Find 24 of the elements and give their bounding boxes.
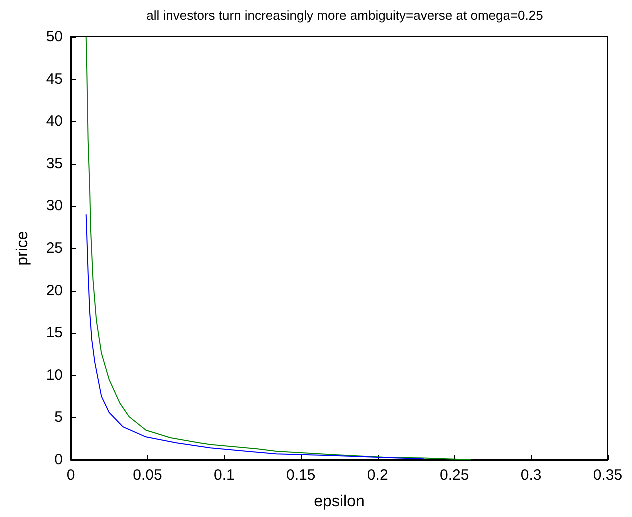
x-tick-label: 0.3 bbox=[520, 467, 542, 484]
x-tick-label: 0.25 bbox=[440, 467, 470, 484]
y-tick-label: 45 bbox=[46, 70, 63, 88]
x-axis-title: epsilon bbox=[314, 494, 365, 510]
y-tick-label: 5 bbox=[54, 409, 63, 426]
line-series bbox=[86, 214, 424, 460]
y-tick-label: 10 bbox=[46, 366, 63, 384]
chart-title: all investors turn increasingly more ambiguity=averse at omega=0.25 bbox=[146, 8, 544, 23]
x-tick-label: 0.05 bbox=[133, 467, 162, 484]
y-tick-label: 50 bbox=[46, 28, 63, 46]
y-tick-label: 30 bbox=[46, 198, 63, 215]
x-tick-label: 0.35 bbox=[593, 467, 623, 484]
x-tick-label: 0.1 bbox=[214, 467, 235, 484]
y-axis-title: price bbox=[14, 231, 32, 266]
x-tick-label: 0 bbox=[66, 467, 76, 484]
y-tick-label: 40 bbox=[46, 113, 63, 130]
x-tick-label: 0.15 bbox=[286, 467, 316, 484]
y-tick-label: 15 bbox=[46, 324, 63, 342]
y-tick-label: 25 bbox=[46, 240, 63, 257]
y-tick-label: 35 bbox=[46, 155, 63, 172]
y-tick-label: 20 bbox=[46, 282, 63, 300]
y-tick-label: 0 bbox=[54, 452, 63, 468]
x-tick-label: 0.2 bbox=[367, 467, 388, 484]
line-series bbox=[86, 36, 472, 460]
